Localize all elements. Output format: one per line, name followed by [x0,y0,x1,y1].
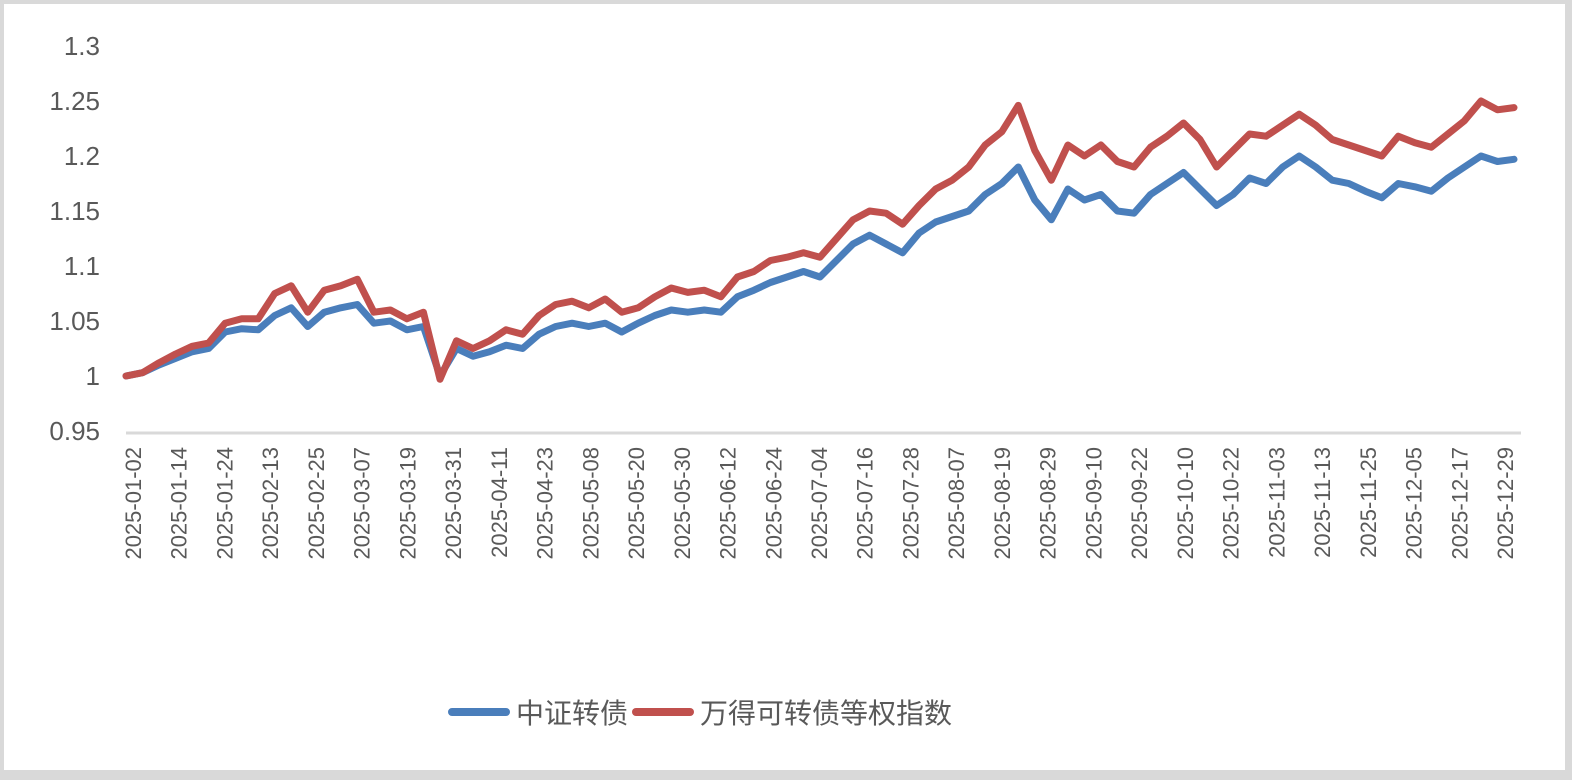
y-tick-label: 1.2 [64,141,100,171]
legend: 中证转债 万得可转债等权指数 [448,692,956,732]
x-tick-label: 2025-11-13 [1310,447,1335,558]
x-tick-label: 2025-07-28 [898,447,923,560]
x-tick-label: 2025-09-22 [1127,447,1152,560]
legend-item-wind-cb-ew: 万得可转债等权指数 [632,692,956,732]
x-tick-label: 2025-05-08 [578,447,603,560]
x-axis: 2025-01-02 2025-01-14 2025-01-24 2025-02-13… [121,447,1518,560]
x-tick-label: 2025-09-10 [1081,447,1106,560]
x-tick-label: 2025-03-07 [350,447,375,560]
y-tick-label: 1.1 [64,251,100,281]
plot-area [122,97,1518,383]
x-tick-label: 2025-04-11 [487,447,512,558]
legend-label: 万得可转债等权指数 [700,697,953,730]
series-line-csi-convertible-bond [122,152,1518,380]
y-tick-label: 0.95 [49,416,100,446]
y-tick-label: 1.3 [64,31,100,61]
x-tick-label: 2025-01-02 [121,447,146,560]
x-tick-label: 2025-08-29 [1036,447,1061,560]
x-tick-label: 2025-03-31 [441,447,466,560]
x-tick-label: 2025-07-16 [853,447,878,560]
y-axis: 1.3 1.25 1.2 1.15 1.1 1.05 1 0.95 [49,31,100,446]
x-tick-label: 2025-12-29 [1493,447,1518,560]
y-tick-label: 1 [86,361,100,391]
chart-panel [4,4,1565,770]
x-tick-label: 2025-06-24 [761,447,786,560]
x-tick-label: 2025-07-04 [807,447,832,560]
x-tick-label: 2025-04-23 [533,447,558,560]
x-tick-label: 2025-03-19 [395,447,420,560]
x-tick-label: 2025-02-25 [304,447,329,560]
x-tick-label: 2025-11-03 [1264,447,1289,558]
x-tick-label: 2025-10-22 [1219,447,1244,560]
x-tick-label: 2025-06-12 [716,447,741,560]
legend-line-icon [632,708,695,716]
x-tick-label: 2025-12-05 [1402,447,1427,560]
x-tick-label: 2025-01-14 [167,447,192,560]
x-tick-label: 2025-08-19 [990,447,1015,560]
x-tick-label: 2025-02-13 [258,447,283,560]
x-tick-label: 2025-10-10 [1173,447,1198,560]
legend-item-csi-cb: 中证转债 [448,692,632,732]
x-tick-label: 2025-11-25 [1356,447,1381,558]
x-tick-label: 2025-12-17 [1447,447,1472,560]
x-tick-label: 2025-05-20 [624,447,649,560]
legend-label: 中证转债 [516,697,629,730]
x-tick-label: 2025-01-24 [212,447,237,560]
x-tick-label: 2025-08-07 [944,447,969,560]
x-tick-label: 2025-05-30 [670,447,695,560]
y-tick-label: 1.25 [49,86,100,116]
y-tick-label: 1.15 [49,196,100,226]
series-line-wind-convertible-equal-weight [122,97,1518,383]
legend-line-icon [448,708,510,716]
y-tick-label: 1.05 [49,306,100,336]
